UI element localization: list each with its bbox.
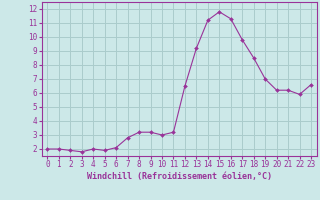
X-axis label: Windchill (Refroidissement éolien,°C): Windchill (Refroidissement éolien,°C) — [87, 172, 272, 181]
